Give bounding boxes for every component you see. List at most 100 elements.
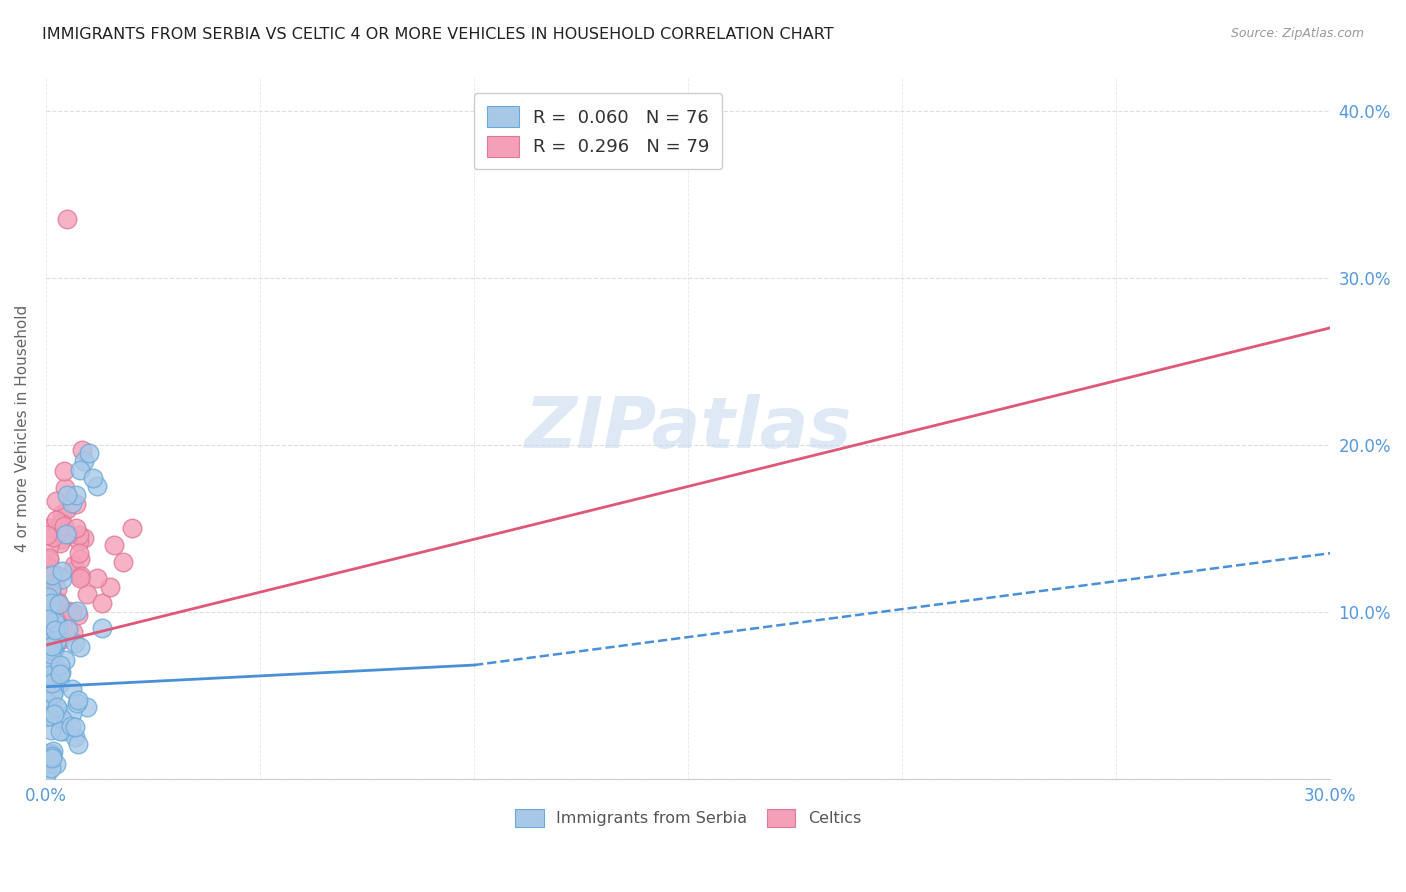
- Point: [42, 706, 65, 721]
- Point: [42, 632, 65, 647]
- Point: [53, 519, 76, 533]
- Point: [45, 512, 67, 526]
- Point: [38, 756, 60, 770]
- Point: [56, 212, 79, 227]
- Point: [46, 703, 69, 717]
- Point: [63, 730, 86, 744]
- Point: [37, 591, 59, 605]
- Point: [67, 737, 90, 751]
- Point: [45, 568, 67, 582]
- Legend: Immigrants from Serbia, Celtics: Immigrants from Serbia, Celtics: [509, 803, 868, 834]
- Point: [38, 539, 60, 553]
- Point: [46, 635, 69, 649]
- Point: [65, 521, 87, 535]
- Point: [38, 552, 60, 566]
- Point: [39, 579, 62, 593]
- Point: [41, 751, 63, 765]
- Point: [52, 464, 75, 478]
- Point: [35, 558, 58, 573]
- Point: [66, 608, 89, 623]
- Point: [69, 569, 91, 583]
- Point: [60, 496, 83, 510]
- Point: [70, 443, 93, 458]
- Point: [39, 668, 62, 682]
- Point: [49, 665, 72, 679]
- Point: [48, 621, 70, 635]
- Point: [51, 533, 73, 547]
- Point: [44, 672, 66, 686]
- Point: [42, 659, 65, 673]
- Point: [66, 696, 89, 710]
- Point: [67, 546, 90, 560]
- Point: [60, 706, 83, 720]
- Point: [46, 632, 69, 647]
- Point: [41, 530, 63, 544]
- Point: [41, 639, 63, 653]
- Point: [48, 723, 70, 738]
- Point: [69, 463, 91, 477]
- Point: [44, 623, 66, 637]
- Point: [38, 595, 60, 609]
- Point: [42, 570, 65, 584]
- Point: [39, 586, 62, 600]
- Point: [46, 582, 69, 596]
- Point: [62, 564, 84, 578]
- Point: [86, 571, 108, 585]
- Point: [45, 632, 67, 646]
- Point: [98, 580, 121, 594]
- Point: [77, 446, 100, 460]
- Point: [76, 587, 98, 601]
- Point: [35, 601, 58, 615]
- Point: [121, 521, 143, 535]
- Point: [42, 595, 65, 609]
- Point: [73, 454, 96, 468]
- Point: [51, 564, 73, 578]
- Point: [55, 653, 77, 667]
- Point: [60, 719, 83, 733]
- Point: [53, 481, 76, 495]
- Point: [38, 608, 60, 623]
- Point: [49, 633, 72, 648]
- Point: [41, 670, 63, 684]
- Point: [86, 479, 108, 493]
- Point: [37, 612, 59, 626]
- Point: [48, 632, 70, 646]
- Point: [41, 610, 63, 624]
- Point: [35, 571, 58, 585]
- Point: [39, 587, 62, 601]
- Point: [41, 567, 63, 582]
- Point: [69, 552, 91, 566]
- Point: [38, 580, 60, 594]
- Point: [56, 526, 79, 541]
- Point: [48, 536, 70, 550]
- Point: [58, 622, 80, 636]
- Point: [42, 687, 65, 701]
- Point: [44, 643, 66, 657]
- Point: [38, 551, 60, 566]
- Point: [45, 757, 67, 772]
- Text: IMMIGRANTS FROM SERBIA VS CELTIC 4 OR MORE VEHICLES IN HOUSEHOLD CORRELATION CHA: IMMIGRANTS FROM SERBIA VS CELTIC 4 OR MO…: [42, 27, 834, 42]
- Point: [46, 633, 69, 648]
- Point: [65, 497, 87, 511]
- Point: [60, 605, 83, 619]
- Point: [39, 631, 62, 645]
- Point: [67, 534, 90, 549]
- Point: [38, 709, 60, 723]
- Point: [35, 598, 58, 612]
- Point: [39, 647, 62, 661]
- Point: [65, 604, 87, 618]
- Point: [49, 516, 72, 530]
- Point: [48, 675, 70, 690]
- Text: Source: ZipAtlas.com: Source: ZipAtlas.com: [1230, 27, 1364, 40]
- Point: [48, 597, 70, 611]
- Point: [48, 666, 70, 681]
- Point: [37, 701, 59, 715]
- Point: [38, 621, 60, 635]
- Point: [41, 748, 63, 763]
- Point: [41, 744, 63, 758]
- Point: [63, 636, 86, 650]
- Point: [51, 507, 73, 521]
- Point: [35, 709, 58, 723]
- Point: [73, 531, 96, 545]
- Point: [39, 723, 62, 737]
